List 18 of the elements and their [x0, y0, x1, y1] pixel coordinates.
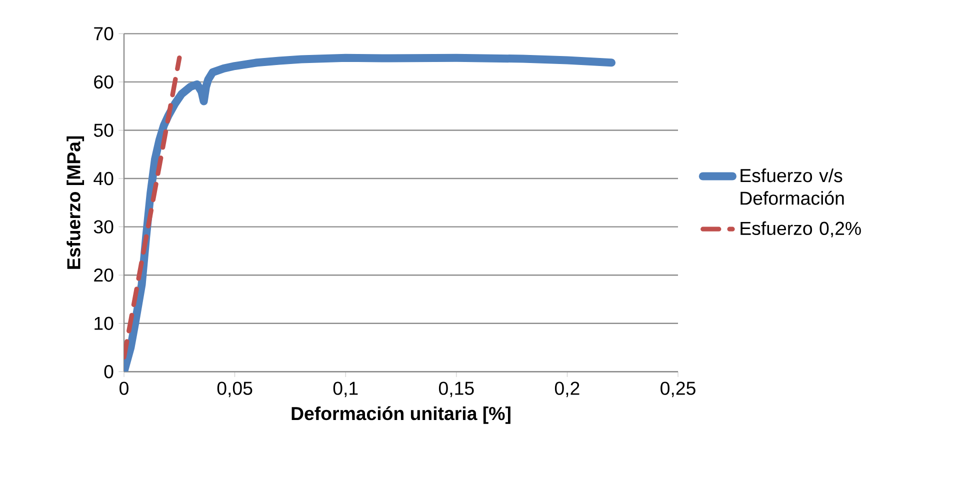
- y-tick-label: 50: [94, 124, 114, 137]
- y-tick-label: 0: [104, 365, 114, 378]
- x-tick-label: 0,2: [554, 382, 580, 398]
- x-tick-label: 0,15: [438, 382, 474, 398]
- legend-label: Esfuerzo 0,2%: [740, 221, 861, 238]
- y-tick-label: 10: [94, 316, 114, 330]
- y-tick-label: 70: [94, 27, 114, 40]
- y-tick-label: 60: [94, 75, 114, 89]
- x-tick-label: 0,05: [217, 382, 252, 398]
- x-tick-label: 0,25: [660, 382, 696, 398]
- y-tick-label: 30: [94, 220, 114, 234]
- x-axis-title: Deformación unitaria [%]: [292, 406, 510, 424]
- y-tick-label: 20: [94, 268, 114, 282]
- y-axis-title: Esfuerzo [MPa]: [66, 136, 84, 269]
- x-tick-label: 0,1: [333, 382, 358, 398]
- x-tick-label: 0: [120, 382, 128, 395]
- y-tick-label: 40: [94, 172, 114, 186]
- legend-label: Esfuerzo v/s Deformación: [740, 168, 844, 205]
